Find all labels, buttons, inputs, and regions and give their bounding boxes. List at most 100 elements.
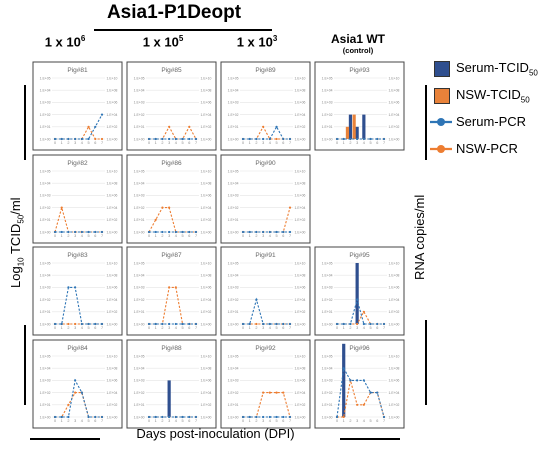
- x-tick-label: 7: [195, 419, 197, 423]
- nsw-pcr-point: [60, 206, 63, 209]
- left-tick-label: 1.E+04: [322, 367, 333, 371]
- right-tick-label: 1.E+00: [107, 137, 118, 141]
- serum-pcr-point: [255, 137, 258, 141]
- right-tick-label: 1.E+10: [295, 261, 306, 265]
- left-tick-label: 1.E+01: [40, 218, 51, 222]
- right-tick-label: 1.E+06: [389, 379, 400, 383]
- serum-pcr-point: [87, 415, 90, 419]
- x-tick-label: 4: [363, 326, 365, 330]
- x-tick-label: 1: [61, 234, 63, 238]
- serum-pcr-point: [74, 137, 77, 141]
- serum-pcr-point: [154, 415, 157, 419]
- serum-pcr-point: [94, 322, 97, 326]
- left-tick-label: 1.E+04: [228, 182, 239, 186]
- right-tick-label: 1.E+04: [389, 298, 400, 302]
- left-tick-label: 1.E+00: [322, 322, 333, 326]
- serum-tcid-bar: [362, 114, 366, 139]
- right-tick-label: 1.E+08: [107, 274, 118, 278]
- x-tick-label: 6: [188, 141, 190, 145]
- right-tick-label: 1.E+04: [295, 391, 306, 395]
- serum-pcr-point: [275, 322, 278, 326]
- left-tick-label: 1.E+03: [40, 101, 51, 105]
- left-tick-label: 1.E+04: [322, 274, 333, 278]
- panel-pig93: Pig#93 1.E+00 1.E+00 1.E+01 1.E+02 1.E+02 1.E+…: [314, 61, 405, 151]
- right-tick-label: 1.E+06: [201, 101, 212, 105]
- x-tick-label: 3: [262, 234, 264, 238]
- x-tick-label: 1: [61, 419, 63, 423]
- left-tick-label: 1.E+04: [228, 89, 239, 93]
- x-tick-label: 0: [54, 419, 56, 423]
- right-tick-label: 1.E+00: [389, 137, 400, 141]
- x-tick-label: 5: [370, 326, 372, 330]
- right-tick-label: 1.E+04: [201, 113, 212, 117]
- x-tick-label: 4: [269, 419, 271, 423]
- left-tick-label: 1.E+03: [228, 379, 239, 383]
- serum-pcr-point: [356, 137, 359, 141]
- x-tick-label: 1: [343, 419, 345, 423]
- serum-pcr-point: [362, 137, 365, 141]
- serum-pcr-point: [74, 230, 77, 234]
- x-tick-label: 5: [88, 419, 90, 423]
- right-tick-label: 1.E+08: [389, 89, 400, 93]
- nsw-pcr-point: [362, 310, 365, 313]
- serum-pcr-point: [194, 137, 198, 141]
- left-tick-label: 1.E+04: [322, 89, 333, 93]
- right-tick-label: 1.E+06: [295, 286, 306, 290]
- panel-title: Pig#87: [161, 252, 182, 259]
- left-tick-label: 1.E+02: [40, 113, 51, 117]
- panel-frame: [32, 61, 123, 151]
- serum-pcr-point: [60, 415, 63, 419]
- x-tick-label: 5: [370, 419, 372, 423]
- right-tick-label: 1.E+04: [107, 298, 118, 302]
- nsw-pcr-point: [154, 218, 157, 221]
- left-tick-label: 1.E+05: [40, 169, 51, 173]
- right-tick-label: 1.E+08: [107, 182, 118, 186]
- right-tick-label: 1.E+04: [201, 298, 212, 302]
- serum-pcr-point: [382, 137, 386, 141]
- serum-pcr-line-icon: [430, 118, 452, 126]
- serum-pcr-point: [67, 286, 70, 289]
- serum-pcr-point: [168, 322, 171, 326]
- x-tick-label: 4: [175, 326, 177, 330]
- x-tick-label: 4: [363, 419, 365, 423]
- x-tick-label: 4: [81, 419, 83, 423]
- nsw-pcr-line: [148, 207, 196, 233]
- serum-pcr-point: [342, 367, 345, 370]
- panel-frame: [32, 154, 123, 244]
- right-tick-label: 1.E+10: [295, 169, 306, 173]
- serum-pcr-point: [288, 137, 292, 141]
- left-tick-label: 1.E+02: [134, 206, 145, 210]
- serum-pcr-point: [255, 415, 258, 419]
- x-tick-label: 1: [249, 419, 251, 423]
- right-tick-label: 1.E+10: [295, 76, 306, 80]
- panel-title: Pig#83: [67, 252, 88, 259]
- serum-pcr-point: [248, 322, 251, 326]
- serum-pcr-point: [342, 137, 345, 141]
- left-tick-label: 1.E+05: [134, 354, 145, 358]
- x-tick-label: 4: [81, 234, 83, 238]
- panel-pig87: Pig#87 1.E+00 1.E+00 1.E+01 1.E+02 1.E+02 1.E+…: [126, 246, 217, 336]
- right-tick-label: 1.E+00: [107, 230, 118, 234]
- x-tick-label: 7: [195, 141, 197, 145]
- x-tick-label: 3: [168, 326, 170, 330]
- left-tick-label: 1.E+01: [134, 310, 145, 314]
- left-tick-label: 1.E+05: [322, 261, 333, 265]
- left-bracket-bottom: [24, 325, 26, 405]
- right-tick-label: 1.E+06: [107, 286, 118, 290]
- right-tick-label: 1.E+00: [295, 137, 306, 141]
- serum-tcid-bar: [348, 114, 353, 139]
- serum-pcr-point: [275, 125, 278, 128]
- serum-pcr-point: [188, 322, 191, 326]
- x-tick-label: 6: [376, 141, 378, 145]
- serum-pcr-point: [80, 391, 83, 394]
- x-tick-label: 3: [168, 141, 170, 145]
- left-tick-label: 1.E+04: [134, 274, 145, 278]
- serum-pcr-point: [282, 137, 285, 141]
- x-rule-right: [340, 438, 400, 440]
- left-tick-label: 1.E+01: [40, 403, 51, 407]
- x-tick-label: 0: [242, 234, 244, 238]
- legend: Serum-TCID50 NSW-TCID50 Serum-PCR NSW-PC…: [430, 55, 548, 175]
- x-tick-label: 1: [61, 141, 63, 145]
- x-tick-label: 6: [282, 419, 284, 423]
- left-tick-label: 1.E+01: [134, 403, 145, 407]
